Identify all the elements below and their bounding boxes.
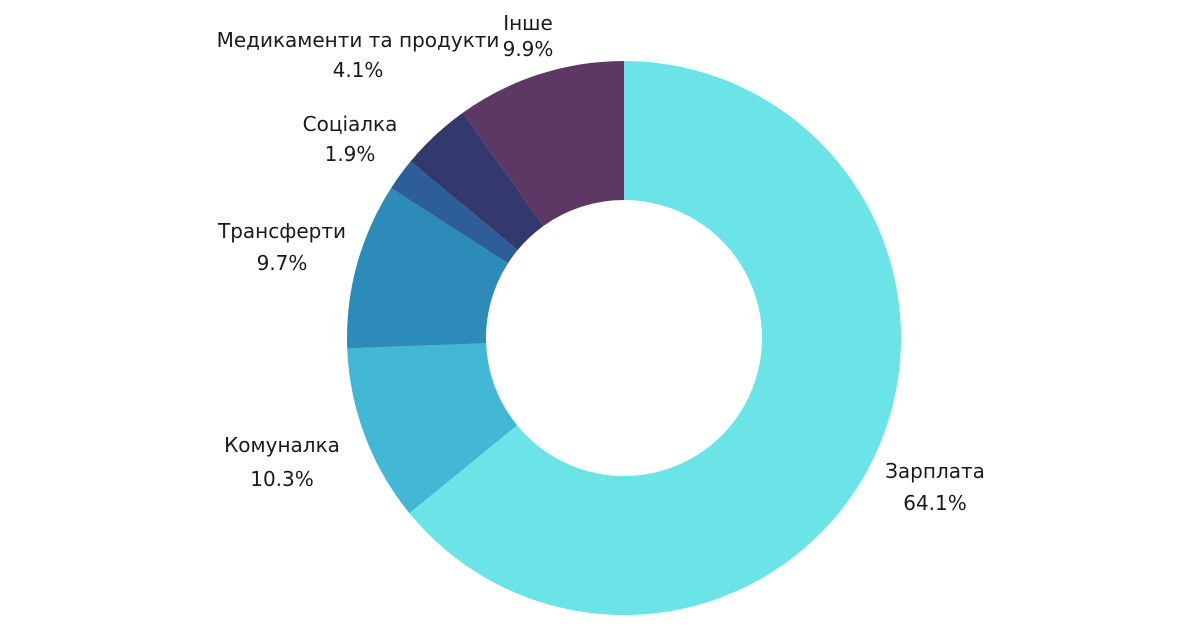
slice-value-3: 9.7% xyxy=(257,251,308,275)
donut-slice-3 xyxy=(347,188,508,349)
slice-value-2: 10.3% xyxy=(250,467,314,491)
slice-value-1: 64.1% xyxy=(903,491,967,515)
slice-label-1: Зарплата xyxy=(885,459,985,483)
donut-slice-2 xyxy=(347,343,518,514)
donut-slice-6 xyxy=(462,61,624,226)
slice-label-2: Комуналка xyxy=(224,433,340,457)
slice-value-6: 9.9% xyxy=(503,37,554,61)
slice-label-3: Трансферти xyxy=(217,219,346,243)
donut-slice-1 xyxy=(409,61,902,616)
slice-value-4: 1.9% xyxy=(325,142,376,166)
slice-label-5: Медикаменти та продукти xyxy=(217,28,500,52)
labels-group: Зарплата 64.1% Комуналка 10.3% Трансферти 9.7… xyxy=(217,11,985,515)
slices-group xyxy=(347,61,902,616)
donut-slice-5 xyxy=(410,112,544,251)
slice-label-6: Інше xyxy=(503,11,553,35)
donut-slice-4 xyxy=(391,161,518,264)
slice-value-5: 4.1% xyxy=(333,58,384,82)
slice-label-4: Соціалка xyxy=(303,112,398,136)
